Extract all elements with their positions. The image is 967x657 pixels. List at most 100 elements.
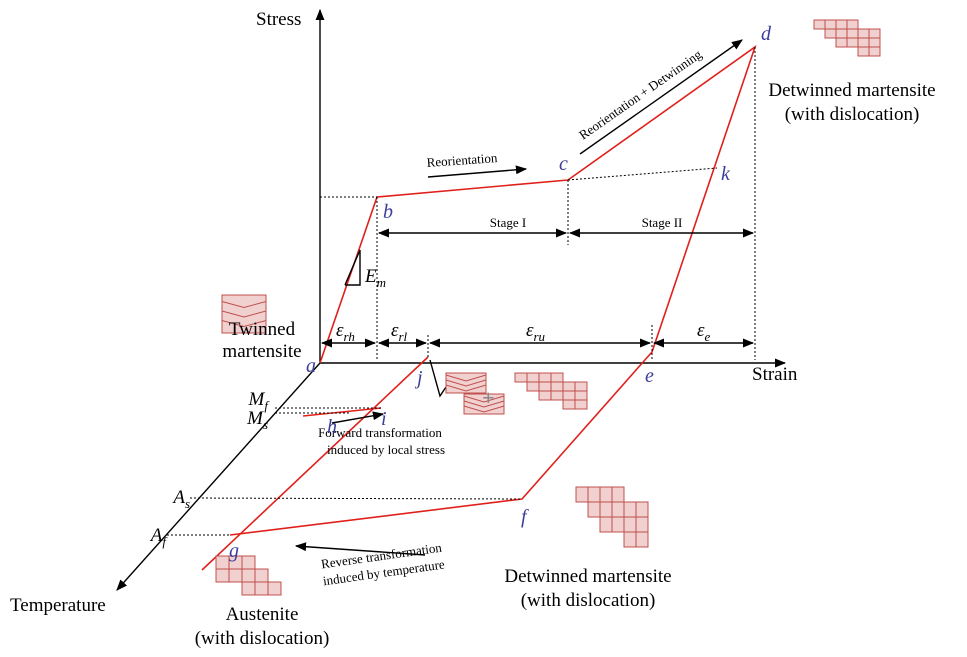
icon-cell (551, 373, 563, 382)
icon-cell (515, 373, 527, 382)
icon-cell (539, 373, 551, 382)
icon-cell (869, 38, 880, 47)
icon-cell (847, 20, 858, 29)
icon-cell (563, 382, 575, 391)
icon-cell (527, 373, 539, 382)
stage-label: Stage II (642, 215, 683, 230)
icon-cell (836, 29, 847, 38)
point-label: k (721, 163, 731, 185)
icon-cell (576, 487, 588, 502)
transformation-label: Reverse transformationinduced by tempera… (320, 540, 446, 589)
icon-cell (588, 502, 600, 517)
modulus-label: Em (364, 266, 386, 290)
strain-label: Strain (752, 364, 798, 385)
point-label: j (414, 367, 423, 389)
icon-cell (600, 517, 612, 532)
strain-symbol-subscript: ru (534, 329, 546, 344)
point-label: h (327, 416, 337, 438)
icon-cell (612, 517, 624, 532)
curve (202, 47, 755, 570)
icon-cell (636, 517, 648, 532)
icon-cell (624, 532, 636, 547)
icon-cell (242, 569, 255, 582)
icon-cell (847, 29, 858, 38)
temperature-symbol-subscript: f (264, 398, 270, 413)
icon-cell (858, 38, 869, 47)
icon-cell (588, 487, 600, 502)
arrow-label: Reorientation (426, 150, 498, 170)
icon-cell (612, 502, 624, 517)
icon-cell (551, 391, 563, 400)
icon-cell (847, 38, 858, 47)
temperature-symbol-symbol: A (171, 487, 185, 508)
icon-cell (836, 38, 847, 47)
point-label: c (559, 153, 568, 175)
temperature-symbol-subscript: f (162, 534, 168, 549)
icon-cell (575, 382, 587, 391)
temperature-symbol-subscript: s (263, 417, 268, 432)
icon-cell (600, 502, 612, 517)
icon-cell (836, 20, 847, 29)
guides (167, 47, 755, 535)
icon-cell (636, 502, 648, 517)
stage-label: Stage I (490, 215, 526, 230)
icon-cell (563, 400, 575, 409)
icon-cell (858, 47, 869, 56)
temperature-symbol-symbol: M (246, 408, 264, 429)
phase-label: Austenite(with dislocation) (195, 604, 330, 649)
temperature-symbol-symbol: M (248, 389, 266, 410)
icon-cell (527, 382, 539, 391)
strain-symbol-subscript: e (705, 329, 711, 344)
icon-cell (551, 382, 563, 391)
point-label: i (381, 408, 387, 430)
icon-cell (446, 373, 486, 393)
icon-cell (563, 391, 575, 400)
point-label: e (645, 365, 654, 387)
icon-cell (624, 502, 636, 517)
temperature-symbol-symbol: A (149, 525, 163, 546)
temperature-symbol: Af (149, 525, 169, 549)
icon-cell (229, 569, 242, 582)
icon-cell (814, 20, 825, 29)
point-label: g (229, 540, 239, 562)
stress-label: Stress (256, 9, 301, 30)
icon-cell (216, 556, 229, 569)
icon-cell (255, 569, 268, 582)
strain-symbol: εe (697, 320, 711, 344)
temperature-symbol: As (171, 487, 190, 511)
icon-cell (268, 582, 281, 595)
icon-cell (216, 569, 229, 582)
icon-cell (575, 391, 587, 400)
icons (216, 20, 880, 595)
point-label: a (306, 355, 316, 377)
strain-symbol: εrh (336, 320, 355, 344)
icon-cell (825, 20, 836, 29)
icon-cell (624, 517, 636, 532)
point-label: b (383, 201, 393, 223)
temperature-label: Temperature (10, 595, 106, 616)
phase-label: Detwinned martensite(with dislocation) (504, 566, 671, 611)
point-label: f (521, 506, 529, 528)
icon-cell (539, 382, 551, 391)
strain-symbol-subscript: rh (344, 329, 355, 344)
icon-cell (255, 582, 268, 595)
icon-cell (539, 391, 551, 400)
point-label: d (761, 23, 772, 45)
strain-symbol: εrl (391, 320, 408, 344)
strain-symbol: εru (526, 320, 546, 344)
phase-label: Detwinned martensite(with dislocation) (768, 80, 935, 125)
icon-cell (242, 582, 255, 595)
strain-symbol-subscript: rl (399, 329, 408, 344)
icon-cell (869, 29, 880, 38)
icon-cell (242, 556, 255, 569)
icon-cell (858, 29, 869, 38)
icon-cell (612, 487, 624, 502)
plus-sign: + (482, 385, 495, 410)
icon-cell (575, 400, 587, 409)
icon-cell (636, 532, 648, 547)
icon-cell (825, 29, 836, 38)
icon-cell (600, 487, 612, 502)
icon-cell (869, 47, 880, 56)
dimension-arrows (296, 40, 753, 555)
